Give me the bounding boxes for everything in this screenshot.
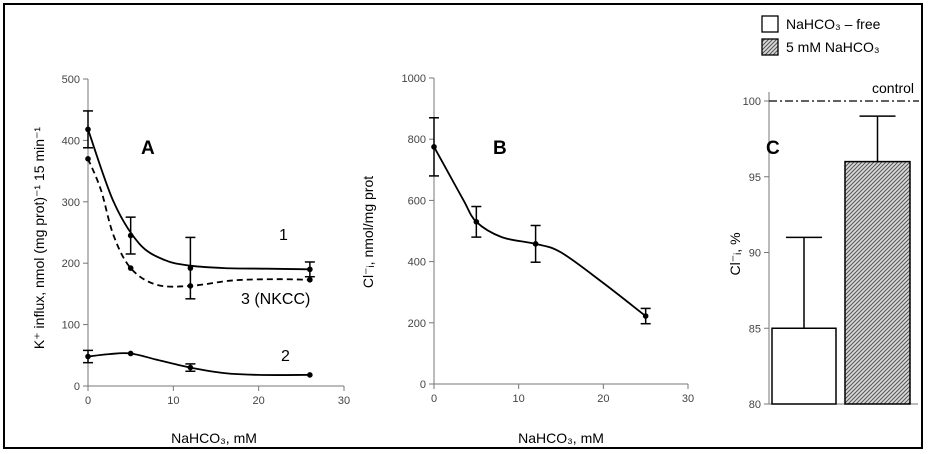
- panel-a-y-tick-label: 400: [62, 135, 80, 147]
- panel-b-y-tick-label: 400: [408, 257, 426, 269]
- panel-a-y-tick-label: 0: [74, 381, 80, 393]
- panel-b-x-tick-label: 30: [682, 393, 694, 405]
- series-3-label: 3 (NKCC): [241, 291, 310, 308]
- panel-a-x-tick-label: 20: [253, 395, 265, 407]
- panel-c-y-tick-label: 85: [749, 323, 761, 335]
- series-2-label: 2: [281, 348, 290, 365]
- panel-a-y-axis-label: K⁺ influx, nmol (mg prot)⁻¹ 15 min⁻¹: [31, 127, 47, 349]
- panel-b-x-tick-label: 20: [597, 393, 609, 405]
- panel-b-series-1-point: [532, 241, 539, 247]
- panel-b-series-1-line: [433, 146, 647, 317]
- panel-b-y-tick-label: 800: [408, 134, 426, 146]
- panel-a-series-1-point: [307, 266, 313, 273]
- panel-b: 0 200 400 600 800 1000 0 10 20 30 B NaHCO₃, mM Cl…: [360, 73, 694, 446]
- panel-b-x-tick-label: 0: [431, 393, 437, 405]
- panel-a-series-3-point: [85, 353, 91, 360]
- panel-b-series-1-point: [642, 313, 649, 319]
- panel-a-series-3-point: [307, 372, 313, 378]
- panel-a-series-2-point: [307, 276, 313, 283]
- panel-a-series-1-line: [87, 128, 310, 271]
- panel-c-y-tick-label: 95: [749, 172, 761, 184]
- panel-a-series-3-point: [127, 350, 134, 357]
- series-1-label: 1: [279, 227, 288, 244]
- panel-a-y-tick-label: 200: [62, 258, 80, 270]
- panel-a-x-tick-label: 10: [167, 395, 179, 407]
- panel-a-series-3-line: [87, 352, 310, 376]
- panel-c-y-tick-label: 100: [743, 96, 761, 108]
- legend: NaHCO₃ – free 5 mM NaHCO₃: [761, 15, 881, 56]
- panel-c-title: C: [766, 138, 780, 159]
- panel-b-y-tick-label: 200: [408, 318, 426, 330]
- panel-b-marks: [429, 117, 651, 325]
- bar-bicarbonate-5mm: [844, 160, 911, 405]
- panel-b-y-tick-label: 600: [408, 195, 426, 207]
- figure-frame: [3, 3, 923, 449]
- panel-a-y-tick-label: 100: [62, 320, 80, 332]
- legend-label-free: NaHCO₃ – free: [786, 16, 881, 32]
- panel-a: 0 100 200 300 400 500 0 10 20 30 A 1 3 (NKCC) 2 N…: [31, 74, 350, 446]
- panel-a-x-tick-label: 0: [85, 395, 91, 407]
- panel-a-y-tick-label: 300: [62, 197, 80, 209]
- panel-b-x-axis-label: NaHCO₃, mM: [518, 430, 604, 446]
- panel-b-y-tick-label: 0: [420, 379, 426, 391]
- panel-c-marks: [769, 100, 919, 405]
- bar-bicarbonate-free: [771, 327, 837, 405]
- panel-a-x-tick-label: 30: [338, 395, 350, 407]
- panel-a-series-3-point: [187, 364, 194, 371]
- panel-a-series-2-point: [127, 265, 134, 271]
- panel-b-series-1-point: [473, 219, 480, 225]
- panel-b-y-tick-label: 1000: [402, 73, 426, 85]
- panel-c-y-tick-label: 90: [749, 248, 761, 260]
- panel-b-x-tick-label: 10: [513, 393, 525, 405]
- panel-a-marks: [83, 110, 315, 378]
- panel-b-axes: 0 200 400 600 800 1000 0 10 20 30: [402, 73, 695, 405]
- panel-a-y-tick-label: 500: [62, 74, 80, 86]
- legend-label-bicarbonate: 5 mM NaHCO₃: [786, 39, 880, 55]
- panel-a-series-1-point: [85, 126, 91, 133]
- control-label: control: [872, 80, 914, 96]
- panel-a-series-2-point: [187, 283, 194, 289]
- legend-swatch-bicarbonate: [761, 38, 779, 56]
- panel-c-y-axis-label: Cl⁻ᵢ, %: [727, 232, 743, 275]
- panel-a-series-1-point: [187, 265, 194, 271]
- panel-a-title: A: [141, 138, 155, 159]
- panel-b-y-axis-label: Cl⁻ᵢ, nmol/mg prot: [360, 176, 376, 288]
- panel-b-title: B: [493, 138, 507, 159]
- panel-c: 80 85 90 95 100 C control Cl⁻ᵢ, %: [727, 80, 919, 411]
- panel-c-y-tick-label: 80: [749, 399, 761, 411]
- panel-a-series-1-point: [127, 232, 134, 239]
- panel-a-series-2-point: [85, 156, 91, 162]
- panel-b-series-1-point: [431, 144, 437, 150]
- panel-a-axes: 0 100 200 300 400 500 0 10 20 30: [62, 74, 350, 407]
- legend-swatch-free: [761, 15, 779, 33]
- panel-a-x-axis-label: NaHCO₃, mM: [171, 430, 257, 446]
